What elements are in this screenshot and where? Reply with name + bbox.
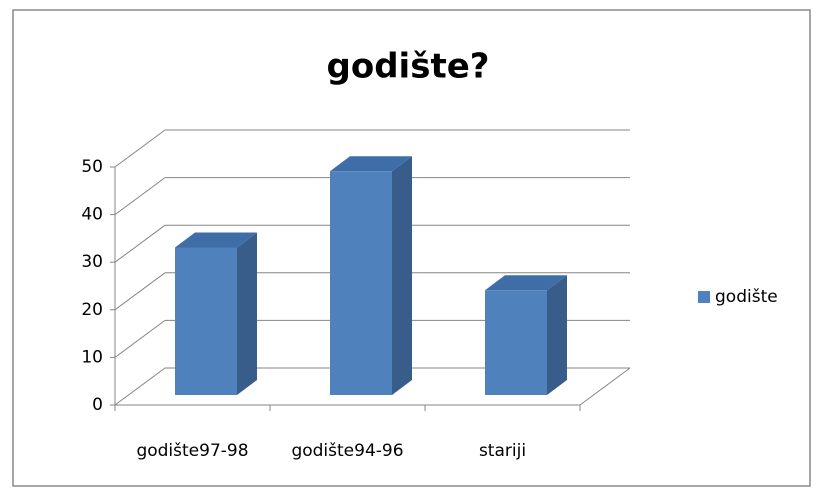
y-tick-label: 10 — [81, 347, 103, 367]
x-tick-label: godište94-96 — [291, 441, 403, 461]
grid-line — [114, 177, 166, 216]
bar-side — [237, 232, 257, 396]
bar-front — [175, 247, 237, 396]
y-tick-label: 50 — [81, 157, 103, 177]
bar-side — [547, 275, 567, 396]
chart-title: godište? — [327, 47, 490, 87]
y-tick-label: 0 — [92, 395, 103, 415]
grid-line — [114, 129, 166, 168]
bar — [330, 156, 412, 396]
x-tick-label: godište97-98 — [136, 441, 248, 461]
bar-top — [175, 232, 257, 248]
legend-label: godište — [715, 287, 778, 307]
x-tick-label: stariji — [479, 441, 526, 461]
y-tick-label: 40 — [81, 205, 103, 225]
bar-front — [330, 171, 392, 396]
bar-front — [485, 290, 547, 396]
grid-line — [114, 367, 166, 406]
bar — [485, 275, 567, 396]
legend-swatch — [698, 291, 710, 303]
grid-line — [114, 224, 166, 263]
y-tick-label: 30 — [81, 252, 103, 272]
grid-line — [114, 319, 166, 358]
floor-edge — [579, 367, 631, 406]
grid-line — [114, 272, 166, 311]
bar-top — [330, 156, 412, 172]
bar — [175, 232, 257, 396]
bar-side — [392, 156, 412, 396]
bar-top — [485, 275, 567, 291]
y-tick-label: 20 — [81, 300, 103, 320]
